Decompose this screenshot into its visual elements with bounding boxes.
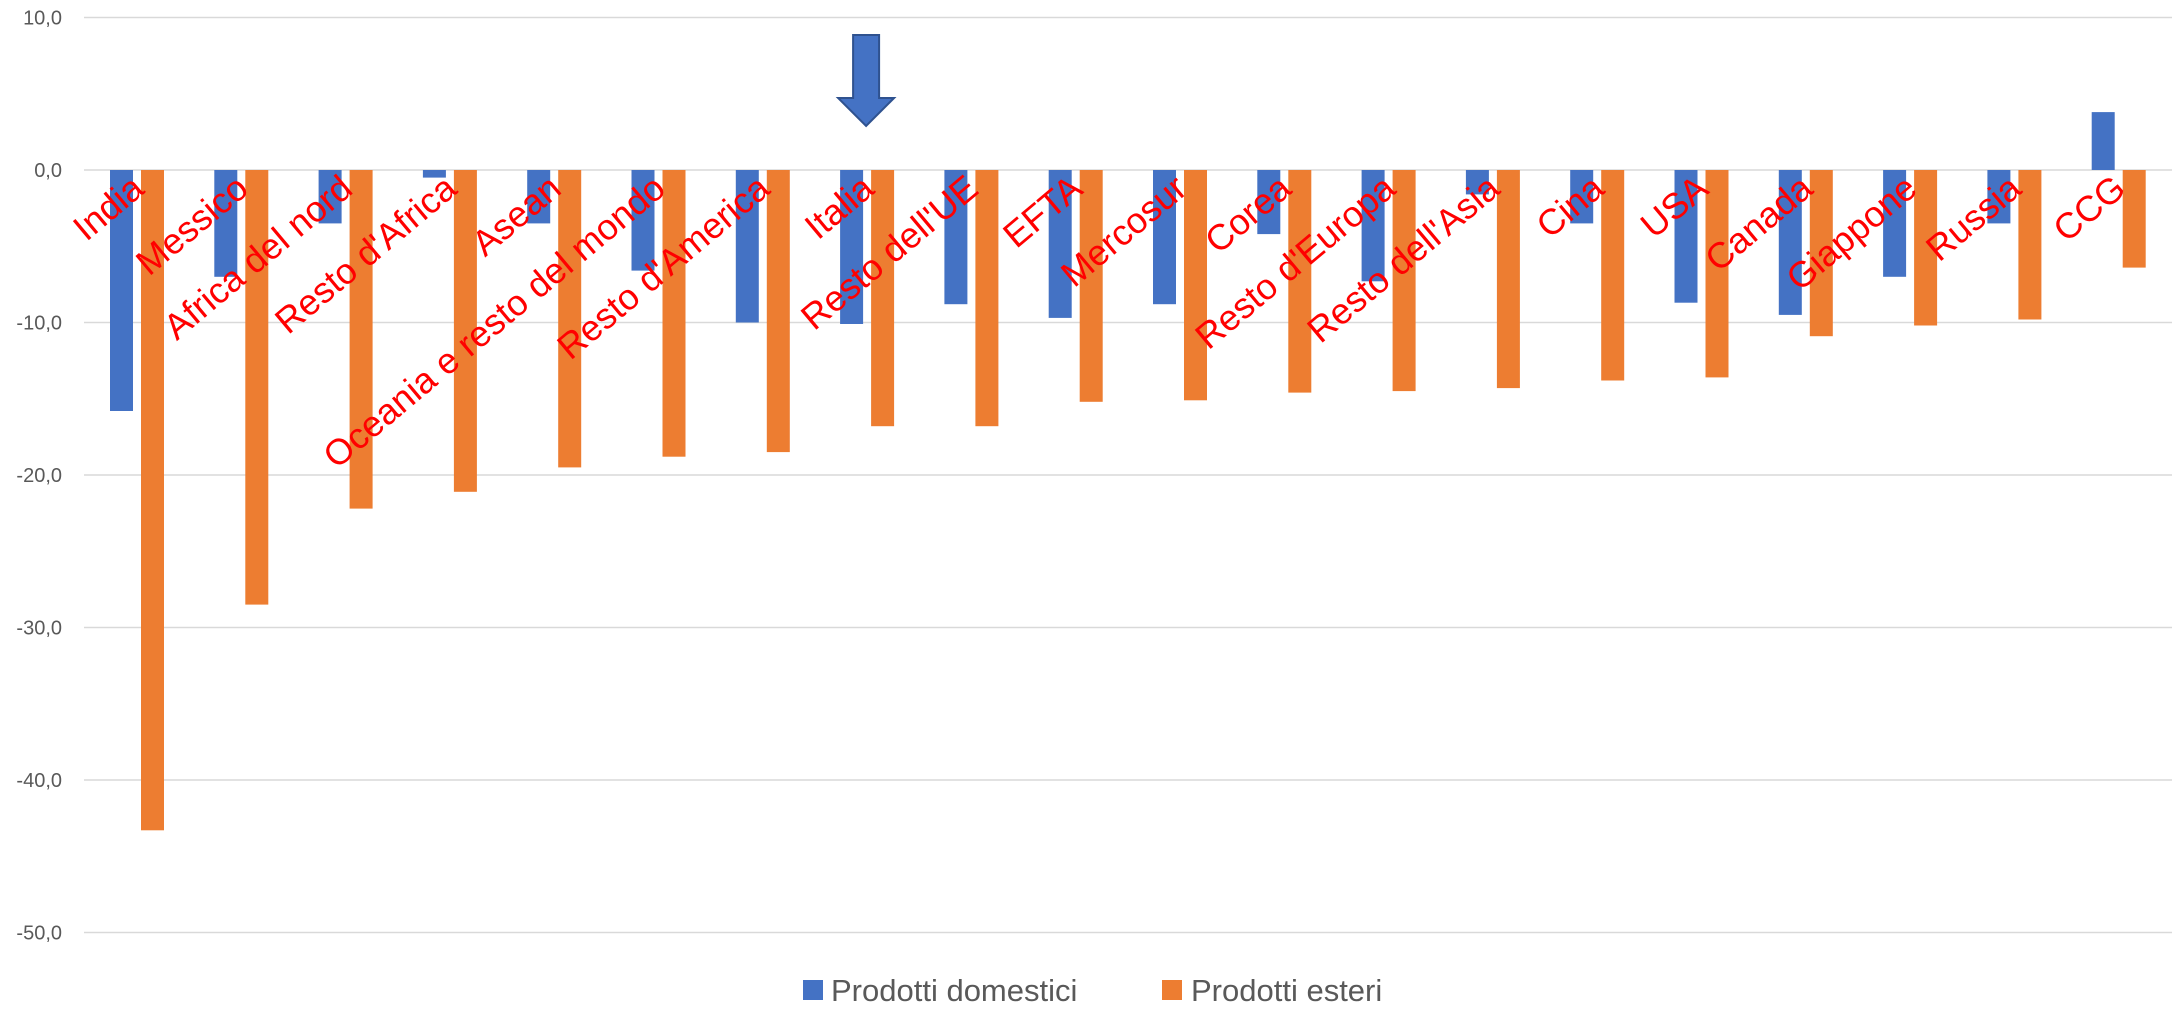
y-tick-label: 10,0 bbox=[23, 8, 62, 30]
bar-prodotti-domestici-giappone bbox=[1883, 170, 1907, 277]
bar-prodotti-esteri-italia bbox=[871, 170, 895, 427]
bar-prodotti-domestici-india bbox=[110, 170, 133, 411]
gridlines bbox=[84, 16, 2172, 934]
bar-prodotti-domestici-italia bbox=[840, 170, 864, 324]
bar-prodotti-esteri-messico bbox=[245, 170, 269, 605]
bar-prodotti-esteri-resto-d-america bbox=[766, 170, 790, 453]
bar-prodotti-domestici-messico bbox=[214, 170, 238, 277]
bar-prodotti-esteri-giappone bbox=[1914, 170, 1938, 326]
bar-prodotti-esteri-mercosur bbox=[1184, 170, 1207, 401]
category-label-cina: Cina bbox=[1528, 166, 1612, 246]
bar-prodotti-domestici-corea bbox=[1257, 170, 1281, 235]
bar-prodotti-domestici-russia bbox=[1987, 170, 2011, 224]
bar-prodotti-domestici-resto-d-america bbox=[735, 170, 759, 323]
bar-prodotti-esteri-cina bbox=[1601, 170, 1625, 381]
bar-prodotti-domestici-resto-d-africa bbox=[422, 170, 446, 178]
bar-prodotti-domestici-resto-d-europa bbox=[1361, 170, 1385, 282]
y-axis-tick-labels: 10,0 0,0 -10,0 -20,0 -30,0 -40,0 -50,0 bbox=[16, 8, 62, 945]
bar-prodotti-domestici-oceania-e-resto-del-mondo bbox=[631, 170, 655, 271]
bar-prodotti-esteri-canada bbox=[1809, 170, 1833, 337]
bar-prodotti-esteri-corea bbox=[1288, 170, 1312, 393]
bar-prodotti-domestici-usa bbox=[1674, 170, 1698, 303]
category-label-ccg: CCG bbox=[2045, 167, 2133, 250]
bar-prodotti-esteri-africa-del-nord bbox=[349, 170, 373, 509]
bar-prodotti-domestici-efta bbox=[1048, 170, 1072, 318]
bar-prodotti-domestici-canada bbox=[1778, 170, 1802, 315]
bar-prodotti-domestici-resto-dell-asia bbox=[1465, 170, 1489, 195]
bar-prodotti-esteri-india bbox=[141, 170, 164, 831]
y-tick-label: -50,0 bbox=[16, 923, 62, 945]
legend-swatch-prodotti-esteri bbox=[1162, 980, 1182, 1000]
category-label-italia: Italia bbox=[797, 166, 882, 247]
down-arrow-icon bbox=[835, 34, 897, 128]
bar-prodotti-domestici-cina bbox=[1570, 170, 1594, 224]
y-tick-label: -20,0 bbox=[16, 465, 62, 487]
category-label-usa: USA bbox=[1633, 167, 1716, 246]
bar-prodotti-domestici-asean bbox=[527, 170, 551, 224]
bar-prodotti-esteri-resto-dell-ue bbox=[975, 170, 999, 427]
bar-prodotti-esteri-resto-d-europa bbox=[1392, 170, 1416, 392]
bar-prodotti-domestici-ccg bbox=[2091, 112, 2115, 170]
legend-label-prodotti-domestici: Prodotti domestici bbox=[831, 973, 1077, 1008]
bar-prodotti-esteri-oceania-e-resto-del-mondo bbox=[662, 170, 686, 457]
bar-prodotti-esteri-ccg bbox=[2122, 170, 2146, 268]
bar-prodotti-domestici-africa-del-nord bbox=[318, 170, 342, 224]
y-tick-label: -30,0 bbox=[16, 618, 62, 640]
category-label-india: India bbox=[65, 166, 152, 248]
bar-prodotti-esteri-resto-dell-asia bbox=[1496, 170, 1520, 389]
highlight-arrow bbox=[835, 34, 897, 128]
bar-prodotti-esteri-usa bbox=[1705, 170, 1729, 378]
legend-swatch-prodotti-domestici bbox=[803, 980, 823, 1000]
y-tick-label: -40,0 bbox=[16, 770, 62, 792]
bar-prodotti-esteri-resto-d-africa bbox=[453, 170, 477, 492]
bar-prodotti-domestici-resto-dell-ue bbox=[944, 170, 968, 305]
bars bbox=[110, 112, 2146, 831]
y-tick-label: -10,0 bbox=[16, 313, 62, 335]
bar-prodotti-domestici-mercosur bbox=[1153, 170, 1176, 305]
category-label-efta: EFTA bbox=[995, 167, 1090, 256]
legend-label-prodotti-esteri: Prodotti esteri bbox=[1191, 973, 1382, 1008]
legend-item-prodotti-esteri: Prodotti esteri bbox=[1162, 973, 1382, 1008]
legend: Prodotti domestici Prodotti esteri bbox=[803, 973, 1382, 1008]
bar-prodotti-esteri-russia bbox=[2018, 170, 2042, 320]
y-tick-label: 0,0 bbox=[34, 160, 62, 182]
bar-prodotti-esteri-efta bbox=[1079, 170, 1103, 402]
legend-item-prodotti-domestici: Prodotti domestici bbox=[803, 973, 1077, 1008]
bar-prodotti-esteri-asean bbox=[558, 170, 582, 468]
